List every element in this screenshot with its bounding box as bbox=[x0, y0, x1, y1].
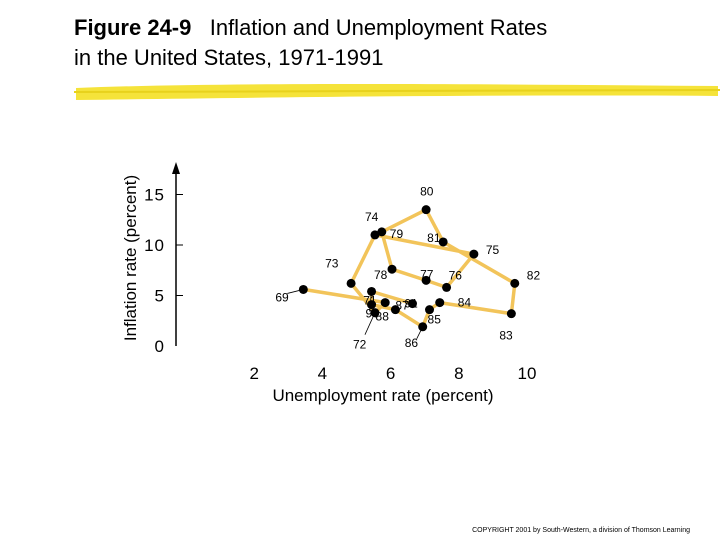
title-line1: Inflation and Unemployment Rates bbox=[209, 15, 548, 40]
leader-line-72 bbox=[364, 312, 376, 335]
point-91 bbox=[407, 299, 417, 309]
y-tick-label-5: 5 bbox=[155, 287, 165, 306]
point-label-76: 76 bbox=[449, 268, 463, 282]
x-tick-label-8: 8 bbox=[454, 364, 463, 383]
figure-label: Figure 24-9 bbox=[74, 15, 192, 40]
point-label-77: 77 bbox=[420, 267, 434, 281]
leader-line-69 bbox=[287, 289, 304, 294]
y-tick-label-10: 10 bbox=[144, 236, 165, 255]
point-label-69: 69 bbox=[275, 290, 289, 304]
point-85 bbox=[425, 305, 435, 315]
point-label-88: 88 bbox=[376, 310, 390, 324]
point-81 bbox=[438, 237, 448, 247]
y-tick-label-15: 15 bbox=[144, 186, 165, 205]
point-label-81: 81 bbox=[427, 231, 441, 245]
point-label-85: 85 bbox=[428, 313, 442, 327]
x-tick-label-6: 6 bbox=[386, 364, 395, 383]
point-87 bbox=[390, 305, 400, 315]
point-label-72: 72 bbox=[353, 338, 367, 352]
point-label-78: 78 bbox=[374, 268, 388, 282]
point-77 bbox=[421, 275, 431, 285]
x-tick-label-2: 2 bbox=[249, 364, 258, 383]
title-underline-brushstroke bbox=[74, 84, 720, 100]
point-82 bbox=[510, 278, 520, 288]
point-88 bbox=[367, 300, 377, 310]
point-label-74: 74 bbox=[365, 210, 379, 224]
point-label-87: 87 bbox=[395, 299, 409, 313]
point-78 bbox=[387, 264, 397, 274]
point-label-83: 83 bbox=[499, 329, 513, 343]
point-79 bbox=[377, 227, 387, 237]
leader-line-86 bbox=[416, 326, 424, 339]
point-80 bbox=[421, 205, 431, 215]
point-73 bbox=[346, 278, 356, 288]
point-84 bbox=[435, 298, 445, 308]
point-labels: 69 71 72 73 74 75 76 77 78 79 80 81 82 83 84 85 86 87 8890… bbox=[275, 185, 540, 352]
leader-line-90 bbox=[369, 291, 372, 312]
point-label-86: 86 bbox=[405, 336, 419, 350]
point-label-80: 80 bbox=[420, 185, 434, 199]
point-label-82: 82 bbox=[527, 268, 541, 282]
chart-subtitle: in the United States, 1971-1991 bbox=[74, 45, 384, 70]
x-tick-label-10: 10 bbox=[518, 364, 537, 383]
point-label-71: 71 bbox=[363, 294, 377, 308]
point-label-84: 84 bbox=[458, 296, 472, 310]
y-axis-label: Inflation rate (percent) bbox=[121, 175, 140, 341]
copyright-notice: COPYRIGHT 2001 by South-Western, a divis… bbox=[472, 527, 690, 534]
point-label-73: 73 bbox=[325, 256, 339, 270]
point-83 bbox=[506, 309, 516, 319]
y-axis-arrow bbox=[172, 162, 180, 174]
x-tick-label-4: 4 bbox=[318, 364, 327, 383]
data-points bbox=[298, 205, 520, 332]
y-tick-label-0: 0 bbox=[155, 337, 165, 356]
x-axis-label: Unemployment rate (percent) bbox=[272, 386, 493, 405]
point-label-91: 91 bbox=[404, 297, 418, 311]
point-76 bbox=[442, 282, 452, 292]
axes: 0 5 10 15 2 4 6 8 10 Unemployment rate (percent) I… bbox=[121, 162, 536, 405]
point-75 bbox=[469, 249, 479, 259]
point-label-90: 90 bbox=[366, 306, 380, 320]
point-71 bbox=[380, 298, 390, 308]
point-label-79: 79 bbox=[390, 227, 404, 241]
point-label-75: 75 bbox=[486, 243, 500, 257]
point-74 bbox=[370, 230, 380, 240]
chart-title: Figure 24-9 Inflation and Unemployment R… bbox=[74, 14, 547, 42]
